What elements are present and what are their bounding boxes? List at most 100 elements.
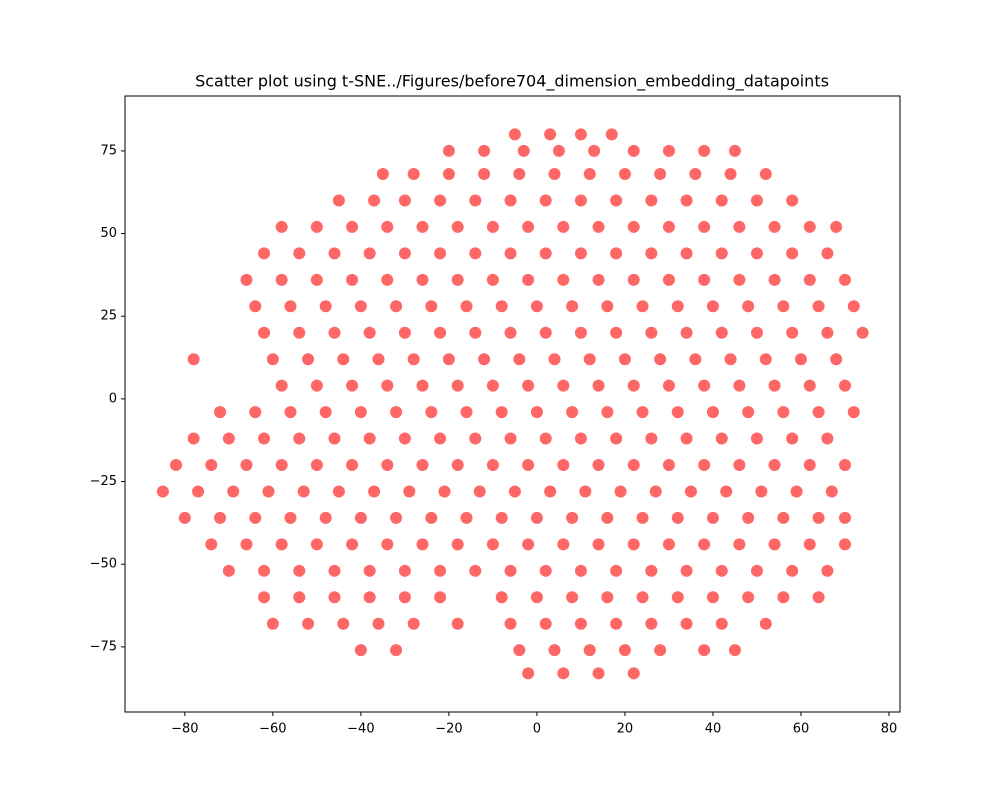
point	[451, 220, 464, 233]
point	[508, 485, 521, 498]
point	[249, 511, 262, 524]
point	[425, 511, 438, 524]
point	[530, 300, 543, 313]
point	[416, 379, 429, 392]
point	[407, 168, 420, 181]
point	[574, 247, 587, 260]
point	[610, 432, 623, 445]
point	[583, 644, 596, 657]
point	[398, 247, 411, 260]
point	[557, 379, 570, 392]
point	[434, 247, 447, 260]
point	[733, 538, 746, 551]
point	[262, 485, 275, 498]
point	[786, 564, 799, 577]
point	[363, 591, 376, 604]
point	[645, 326, 658, 339]
point	[328, 432, 341, 445]
point	[275, 538, 288, 551]
point	[416, 220, 429, 233]
point	[610, 617, 623, 630]
point	[398, 591, 411, 604]
point	[319, 406, 332, 419]
point	[689, 168, 702, 181]
point	[240, 538, 253, 551]
point	[755, 485, 768, 498]
point	[504, 194, 517, 207]
point	[645, 617, 658, 630]
point	[715, 326, 728, 339]
point	[786, 194, 799, 207]
point	[768, 538, 781, 551]
point	[618, 168, 631, 181]
point	[328, 564, 341, 577]
point	[346, 459, 359, 472]
point	[434, 326, 447, 339]
point	[636, 591, 649, 604]
point	[293, 432, 306, 445]
point	[574, 564, 587, 577]
point	[627, 273, 640, 286]
point	[310, 379, 323, 392]
point	[381, 273, 394, 286]
point	[416, 273, 429, 286]
point	[266, 353, 279, 366]
point	[548, 168, 561, 181]
point	[566, 406, 579, 419]
point	[486, 220, 499, 233]
point	[258, 247, 271, 260]
point	[451, 538, 464, 551]
point	[759, 617, 772, 630]
point	[275, 459, 288, 472]
point	[812, 511, 825, 524]
point	[346, 538, 359, 551]
x-tick-label: −60	[259, 722, 286, 737]
point	[627, 220, 640, 233]
point	[486, 459, 499, 472]
point	[768, 459, 781, 472]
point	[530, 406, 543, 419]
point	[601, 300, 614, 313]
point	[605, 128, 618, 141]
point	[156, 485, 169, 498]
point	[376, 168, 389, 181]
point	[698, 220, 711, 233]
point	[557, 459, 570, 472]
point	[486, 538, 499, 551]
point	[662, 144, 675, 157]
point	[310, 273, 323, 286]
point	[803, 379, 816, 392]
y-tick-label: −50	[90, 557, 117, 572]
point	[680, 432, 693, 445]
point	[592, 273, 605, 286]
point	[363, 564, 376, 577]
point	[610, 247, 623, 260]
point	[557, 538, 570, 551]
point	[328, 247, 341, 260]
point	[698, 379, 711, 392]
y-tick-label: −75	[90, 639, 117, 654]
point	[438, 485, 451, 498]
point	[786, 247, 799, 260]
point	[504, 326, 517, 339]
point	[354, 300, 367, 313]
point	[544, 485, 557, 498]
point	[618, 644, 631, 657]
point	[486, 273, 499, 286]
point	[557, 273, 570, 286]
point	[821, 326, 834, 339]
point	[504, 432, 517, 445]
point	[372, 353, 385, 366]
point	[504, 247, 517, 260]
point	[390, 406, 403, 419]
point	[310, 220, 323, 233]
point	[434, 591, 447, 604]
point	[508, 128, 521, 141]
point	[654, 644, 667, 657]
point	[504, 617, 517, 630]
point	[592, 538, 605, 551]
point	[768, 379, 781, 392]
point	[698, 538, 711, 551]
point	[645, 432, 658, 445]
